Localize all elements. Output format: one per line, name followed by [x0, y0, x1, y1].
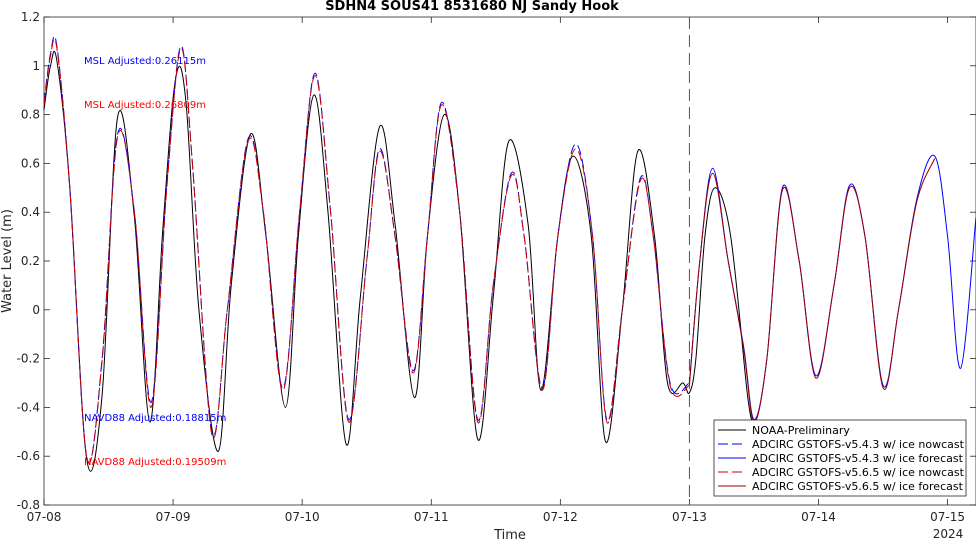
annotations: MSL Adjusted:0.26115m MSL Adjusted:0.268…: [84, 56, 226, 468]
x-tick-label-7: 07-15: [930, 510, 965, 524]
x-tick-label-4: 07-12: [543, 510, 578, 524]
legend-label-0: NOAA-Preliminary: [752, 424, 850, 437]
y-tick-label-0: -0.8: [17, 498, 40, 512]
series-line-0: [43, 50, 755, 472]
y-tick-label-8: 0.8: [21, 108, 40, 122]
y-tick-label-5: 0.2: [21, 254, 40, 268]
x-tick-label-0: 07-08: [27, 510, 62, 524]
legend-label-1: ADCIRC GSTOFS-v5.4.3 w/ ice nowcast: [752, 438, 965, 451]
y-tick-label-10: 1.2: [21, 10, 40, 24]
legend-box: [713, 419, 967, 497]
series-line-3: [43, 38, 690, 464]
y-tick-label-6: 0.4: [21, 205, 40, 219]
y-tick-label-4: 0: [32, 303, 40, 317]
y-tick-label-3: -0.2: [17, 352, 40, 366]
x-axis-year-label: 2024: [933, 527, 964, 541]
y-tick-label-7: 0.6: [21, 156, 40, 170]
x-tick-label-5: 07-13: [672, 510, 707, 524]
navd88-adjusted-note-blue: NAVD88 Adjusted:0.18815m: [84, 413, 226, 424]
msl-adjusted-note-blue: MSL Adjusted:0.26115m: [84, 56, 206, 67]
legend: NOAA-Preliminary ADCIRC GSTOFS-v5.4.3 w/…: [713, 419, 967, 497]
legend-label-2: ADCIRC GSTOFS-v5.4.3 w/ ice forecast: [752, 452, 964, 465]
x-tick-label-6: 07-14: [801, 510, 836, 524]
series-layer: [43, 35, 976, 472]
x-tick-label-2: 07-10: [285, 510, 320, 524]
axis-ticks: -0.8 -0.6 -0.4 -0.2 0 0.2 0.4 0.6 0.8 1 1.2 07-08 07…: [17, 10, 976, 524]
x-tick-label-3: 07-11: [414, 510, 449, 524]
y-axis-label: Water Level (m): [0, 209, 15, 313]
y-tick-label-1: -0.6: [17, 449, 40, 463]
chart-title: SDHN4 SOUS41 8531680 NJ Sandy Hook: [325, 0, 619, 14]
x-axis-label: Time: [493, 528, 526, 541]
y-tick-label-2: -0.4: [17, 400, 40, 414]
legend-label-4: ADCIRC GSTOFS-v5.6.5 w/ ice forecast: [752, 480, 964, 493]
navd88-adjusted-note-red: NAVD88 Adjusted:0.19509m: [84, 457, 226, 468]
legend-label-3: ADCIRC GSTOFS-v5.6.5 w/ ice nowcast: [752, 466, 965, 479]
x-tick-label-1: 07-09: [156, 510, 191, 524]
y-tick-label-9: 1: [32, 59, 40, 73]
series-line-4: [688, 158, 936, 423]
msl-adjusted-note-red: MSL Adjusted:0.26809m: [84, 100, 206, 111]
